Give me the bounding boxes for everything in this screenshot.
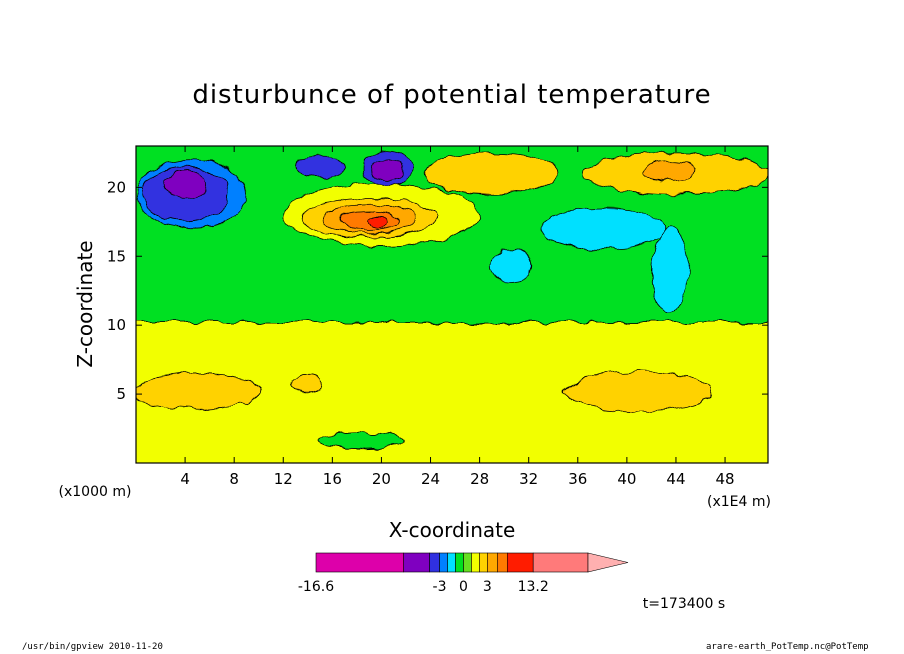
colorbar-bin [506, 552, 534, 573]
contour-region [319, 432, 407, 450]
y-axis-label: Z-coordinate [73, 240, 97, 367]
colorbar-bin [429, 552, 440, 573]
colorbar-bin [447, 552, 456, 573]
colorbar-bin [463, 552, 472, 573]
contour-region [540, 207, 665, 250]
colorbar-bin [497, 552, 508, 573]
time-annotation: t=173400 s [643, 596, 725, 612]
colorbar-tick-label: 0 [459, 579, 468, 595]
contour-region [292, 374, 324, 392]
contour-region [423, 152, 560, 195]
x-tick-label: 8 [229, 470, 239, 488]
chart-title: disturbunce of potential temperature [192, 80, 711, 110]
colorbar: -16.6 -3 0 3 13.2 [298, 552, 629, 595]
x-tick-label: 24 [421, 470, 440, 488]
contour-region [565, 371, 714, 412]
x-tick-label: 36 [568, 470, 587, 488]
x-tick-label: 16 [323, 470, 342, 488]
y-axis: 5 10 15 20 [107, 178, 768, 403]
colorbar-tick-label: 3 [483, 579, 492, 595]
contour-region [295, 155, 346, 179]
x-axis: 4 8 12 16 20 24 28 32 36 40 44 48 [180, 146, 735, 488]
contour-fills [136, 146, 768, 463]
colorbar-tick-label: -16.6 [298, 579, 334, 595]
x-tick-label: 20 [372, 470, 391, 488]
y-tick-label: 20 [107, 178, 126, 196]
x-unit-left: (x1000 m) [59, 484, 132, 500]
x-tick-label: 48 [716, 470, 735, 488]
x-tick-label: 40 [617, 470, 636, 488]
x-tick-label: 12 [274, 470, 293, 488]
colorbar-bin [315, 552, 404, 573]
x-tick-label: 32 [519, 470, 538, 488]
colorbar-bin [403, 552, 430, 573]
y-tick-label: 10 [107, 316, 126, 334]
colorbar-bin [479, 552, 488, 573]
x-tick-label: 4 [180, 470, 190, 488]
contour-region [163, 170, 207, 199]
colorbar-bin [532, 552, 589, 573]
contour-region [368, 215, 390, 228]
contour-region [641, 160, 698, 181]
contour-region [651, 228, 689, 312]
colorbar-tick-label: -3 [433, 579, 447, 595]
colorbar-extend [587, 552, 629, 573]
colorbar-bin [439, 552, 448, 573]
contour-region [371, 158, 404, 181]
colorbar-bin [487, 552, 498, 573]
colorbar-bin [471, 552, 480, 573]
x-tick-label: 44 [666, 470, 685, 488]
contour-region [136, 373, 263, 410]
x-unit-right: (x1E4 m) [707, 494, 771, 510]
x-tick-label: 28 [470, 470, 489, 488]
colorbar-tick-label: 13.2 [518, 579, 549, 595]
plot-frame [135, 145, 769, 464]
x-axis-label: X-coordinate [389, 518, 516, 542]
contour-region [488, 248, 533, 284]
y-tick-label: 15 [107, 247, 126, 265]
footer-left: /usr/bin/gpview 2010-11-20 [22, 642, 163, 652]
plot-area [136, 146, 768, 463]
y-tick-label: 5 [116, 385, 126, 403]
colorbar-bin [455, 552, 464, 573]
footer-right: arare-earth_PotTemp.nc@PotTemp [706, 642, 869, 652]
